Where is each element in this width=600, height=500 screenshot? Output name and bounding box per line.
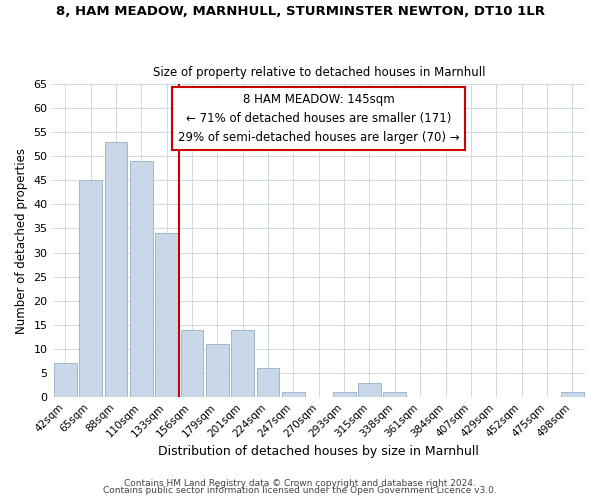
Text: Contains public sector information licensed under the Open Government Licence v3: Contains public sector information licen… bbox=[103, 486, 497, 495]
Text: 8 HAM MEADOW: 145sqm
← 71% of detached houses are smaller (171)
29% of semi-deta: 8 HAM MEADOW: 145sqm ← 71% of detached h… bbox=[178, 93, 460, 144]
Text: 8, HAM MEADOW, MARNHULL, STURMINSTER NEWTON, DT10 1LR: 8, HAM MEADOW, MARNHULL, STURMINSTER NEW… bbox=[56, 5, 545, 18]
Bar bbox=[282, 392, 305, 397]
Bar bbox=[206, 344, 229, 397]
Bar bbox=[181, 330, 203, 397]
Title: Size of property relative to detached houses in Marnhull: Size of property relative to detached ho… bbox=[152, 66, 485, 78]
Bar bbox=[104, 142, 127, 397]
Bar bbox=[358, 383, 381, 397]
Bar bbox=[79, 180, 102, 397]
Bar bbox=[54, 364, 77, 397]
X-axis label: Distribution of detached houses by size in Marnhull: Distribution of detached houses by size … bbox=[158, 444, 479, 458]
Text: Contains HM Land Registry data © Crown copyright and database right 2024.: Contains HM Land Registry data © Crown c… bbox=[124, 478, 476, 488]
Y-axis label: Number of detached properties: Number of detached properties bbox=[15, 148, 28, 334]
Bar bbox=[231, 330, 254, 397]
Bar bbox=[383, 392, 406, 397]
Bar bbox=[561, 392, 584, 397]
Bar bbox=[130, 161, 152, 397]
Bar bbox=[257, 368, 280, 397]
Bar bbox=[155, 234, 178, 397]
Bar bbox=[333, 392, 356, 397]
